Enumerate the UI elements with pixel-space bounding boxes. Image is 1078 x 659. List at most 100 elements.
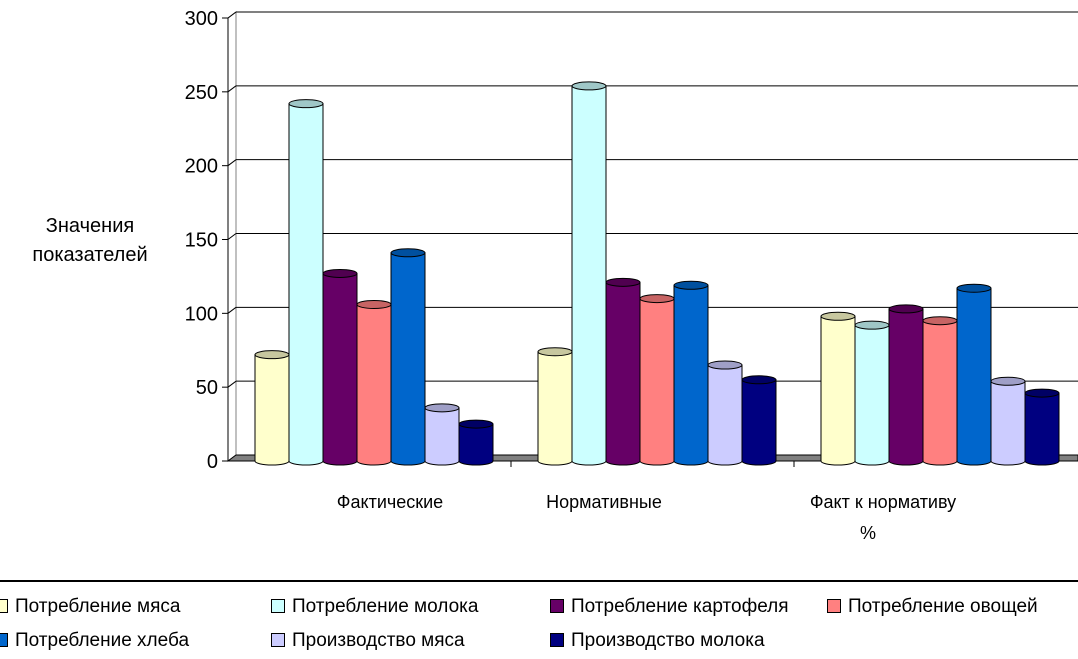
gridline-diagonal: [227, 306, 237, 314]
legend-swatch: [271, 633, 285, 647]
legend-label: Потребление молока: [292, 596, 479, 617]
bar-top: [922, 316, 958, 326]
legend-swatch: [550, 599, 564, 613]
bar-body: [854, 324, 890, 466]
bar: [888, 304, 924, 466]
bar: [254, 350, 290, 466]
legend-label: Потребление хлеба: [15, 630, 190, 651]
legend-item: Потребление овощей: [827, 596, 1038, 618]
bar-body: [322, 272, 358, 466]
bar-body: [1024, 392, 1060, 466]
bar-top: [820, 311, 856, 321]
bar-top: [707, 360, 743, 370]
legend-swatch: [550, 633, 564, 647]
bar-body: [990, 380, 1026, 466]
x-tick-label: Факт к нормативу%: [810, 492, 956, 543]
bar-top: [605, 277, 641, 287]
legend-swatch: [0, 633, 8, 647]
bar-body: [605, 281, 641, 466]
legend-item: Производство мяса: [271, 630, 465, 652]
bar: [458, 419, 494, 466]
bar-top: [673, 280, 709, 290]
bar-top: [390, 248, 426, 258]
bar: [639, 294, 675, 466]
bar-body: [424, 407, 460, 466]
bar-body: [639, 298, 675, 466]
bar-top: [741, 375, 777, 385]
bar-top: [1024, 388, 1060, 398]
gridline-diagonal: [227, 380, 237, 388]
legend-swatch: [827, 599, 841, 613]
legend-swatch: [271, 599, 285, 613]
bar-top: [537, 347, 573, 357]
legend-item: Потребление хлеба: [0, 630, 189, 652]
bar: [571, 81, 607, 466]
bar-top: [424, 403, 460, 413]
bar-body: [458, 423, 494, 466]
gridline-diagonal: [227, 11, 237, 19]
bar-body: [707, 364, 743, 466]
y-tick-label: 100: [185, 303, 218, 325]
bar-body: [537, 351, 573, 466]
legend: Потребление мяса Потребление молока Потреб…: [0, 580, 1078, 659]
bar: [820, 311, 856, 466]
gridline-diagonal: [227, 233, 237, 240]
y-tick-label: 150: [185, 230, 218, 252]
bar-top: [356, 299, 392, 309]
legend-label: Потребление картофеля: [571, 596, 789, 617]
bar: [990, 376, 1026, 466]
bar: [424, 403, 460, 466]
bar: [1024, 388, 1060, 466]
y-tick-label: 200: [185, 156, 218, 178]
x-tick-label: Фактические: [337, 492, 443, 512]
bar-top: [571, 81, 607, 91]
legend-item: Потребление картофеля: [550, 596, 789, 618]
bar-top: [888, 304, 924, 314]
bar-body: [922, 320, 958, 466]
bar: [741, 375, 777, 466]
bar-body: [571, 85, 607, 466]
y-tick-label: 300: [185, 8, 218, 30]
bar: [390, 248, 426, 466]
bar-top: [854, 320, 890, 330]
gridline-diagonal: [227, 159, 237, 167]
y-tick-label: 0: [207, 451, 218, 473]
bar: [707, 360, 743, 466]
gridline-diagonal: [227, 85, 237, 93]
bar: [673, 280, 709, 466]
bar: [322, 268, 358, 466]
x-tick-label: Нормативные: [546, 492, 662, 512]
bar-top: [990, 376, 1026, 386]
bar-body: [956, 287, 992, 466]
bar: [288, 99, 324, 466]
bar-top: [322, 268, 358, 278]
bar: [537, 347, 573, 466]
bar: [356, 299, 392, 466]
bar-chart: 0 50 100 150 200 250 300 Фактические Нормативные…: [185, 8, 1078, 543]
legend-item: Производство молока: [550, 630, 765, 652]
legend-label: Производство молока: [571, 630, 765, 651]
bar-body: [673, 284, 709, 466]
bar-body: [356, 303, 392, 466]
bar-body: [820, 315, 856, 466]
y-axis-label: Значения показателей: [32, 215, 148, 266]
legend-label: Потребление овощей: [848, 596, 1038, 617]
bar: [854, 320, 890, 466]
bar-top: [956, 283, 992, 293]
y-tick-label: 250: [185, 82, 218, 104]
legend-label: Производство мяса: [292, 630, 465, 651]
legend-swatch: [0, 599, 8, 613]
bar-top: [254, 350, 290, 360]
bar-body: [888, 308, 924, 466]
bar-top: [458, 419, 494, 429]
y-tick-label: 50: [196, 377, 218, 399]
bar: [922, 316, 958, 466]
bar-body: [741, 379, 777, 466]
bar-top: [288, 99, 324, 109]
bar-body: [254, 354, 290, 466]
bar: [605, 277, 641, 466]
bar: [956, 283, 992, 466]
bar-top: [639, 294, 675, 304]
legend-item: Потребление молока: [271, 596, 478, 618]
legend-label: Потребление мяса: [15, 596, 181, 617]
